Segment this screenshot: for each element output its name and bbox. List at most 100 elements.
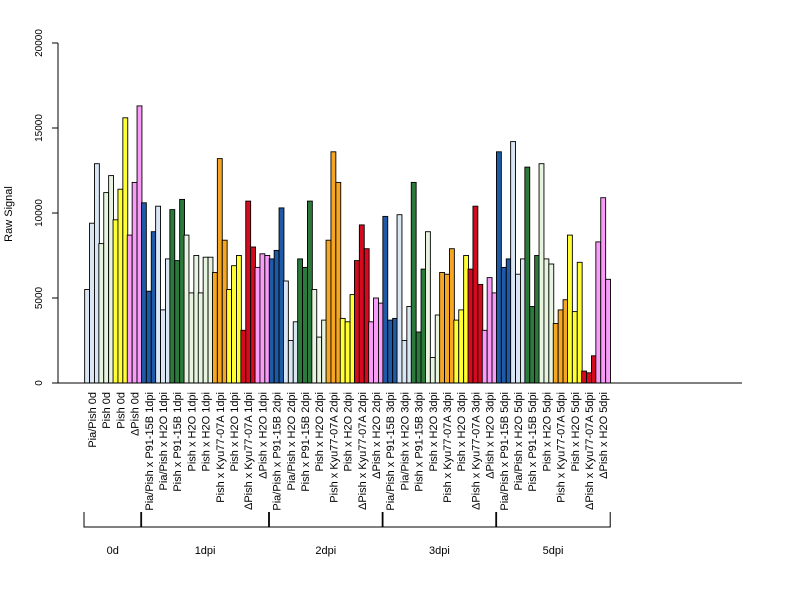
bar-29-rep2 bbox=[486, 277, 493, 384]
bar-24-rep1 bbox=[410, 181, 417, 384]
bar-16-rep2 bbox=[302, 266, 308, 384]
group-label: 1dpi bbox=[195, 545, 216, 557]
bar-28-rep2 bbox=[472, 205, 479, 384]
category-label: Pia/Pish 0d bbox=[87, 392, 99, 448]
y-tick-label: 10000 bbox=[34, 199, 45, 227]
category-label: Pia/Pish x H2O 1dpi bbox=[158, 392, 170, 490]
bar-17-rep1 bbox=[311, 289, 318, 384]
category-label: Pish x Kyu77-07A 3dpi bbox=[442, 392, 454, 503]
bar-7-rep1 bbox=[169, 209, 176, 384]
bar-25-rep1 bbox=[425, 231, 431, 384]
bar-34-rep2 bbox=[557, 309, 564, 384]
bar-3-rep2 bbox=[117, 188, 124, 384]
category-label: Pish 0d bbox=[115, 392, 127, 429]
bar-32-rep2 bbox=[529, 306, 536, 384]
category-label: ΔPish x Kyu77-07A 5dpi bbox=[584, 392, 596, 510]
y-tick-label: 20000 bbox=[34, 29, 45, 57]
category-label: Pish x H2O 1dpi bbox=[201, 392, 213, 471]
category-label: Pish x H2O 5dpi bbox=[570, 392, 582, 471]
bar-27-rep2 bbox=[458, 309, 465, 384]
bar-22-rep2 bbox=[387, 319, 394, 384]
bar-14-rep2 bbox=[273, 249, 280, 384]
category-label: Pish x P91-15B 5dpi bbox=[527, 392, 539, 492]
category-label: Pish x Kyu77-07A 2dpi bbox=[328, 392, 340, 503]
bar-11-rep1 bbox=[226, 289, 232, 384]
bar-34-rep1 bbox=[552, 323, 559, 384]
bar-35-rep3 bbox=[576, 261, 583, 384]
bar-26-rep2 bbox=[444, 273, 450, 384]
category-label: Pia/Pish x P91-15B 3dpi bbox=[385, 392, 397, 511]
category-label: Pish x P91-15B 1dpi bbox=[172, 392, 184, 492]
bar-4-rep1 bbox=[126, 234, 133, 384]
category-label: Pish x H2O 2dpi bbox=[314, 392, 326, 471]
category-label: Pish x H2O 5dpi bbox=[541, 392, 553, 471]
bar-23-rep2 bbox=[401, 340, 408, 384]
category-label: Pish x H2O 3dpi bbox=[428, 392, 440, 471]
bar-14-rep1 bbox=[268, 258, 275, 384]
group-bracket bbox=[495, 512, 611, 528]
category-label: Pish x H2O 1dpi bbox=[186, 392, 198, 471]
group-label: 2dpi bbox=[315, 545, 336, 557]
bar-33-rep2 bbox=[543, 258, 550, 384]
group-bracket bbox=[140, 512, 270, 528]
bar-20-rep1 bbox=[354, 260, 360, 384]
bar-11-rep2 bbox=[231, 265, 237, 384]
category-label: Pish x H2O 2dpi bbox=[343, 392, 355, 471]
bar-1-rep1 bbox=[84, 289, 91, 384]
category-label: ΔPish x H2O 1dpi bbox=[257, 392, 269, 479]
bar-21-rep1 bbox=[368, 321, 374, 384]
bar-15-rep2 bbox=[287, 340, 294, 384]
bar-21-rep2 bbox=[373, 297, 379, 384]
bar-36-rep1 bbox=[581, 370, 588, 384]
bar-2-rep1 bbox=[98, 243, 105, 384]
bar-7-rep2 bbox=[174, 260, 181, 384]
category-label: Pish x P91-15B 3dpi bbox=[414, 392, 426, 492]
bar-19-rep1 bbox=[339, 317, 346, 384]
category-label: ΔPish x H2O 5dpi bbox=[598, 392, 610, 479]
bar-32-rep1 bbox=[524, 166, 531, 384]
category-label: Pish x H2O 1dpi bbox=[229, 392, 241, 471]
bar-8-rep2 bbox=[188, 292, 195, 384]
bar-33-rep1 bbox=[538, 163, 545, 384]
bar-25-rep2 bbox=[429, 357, 436, 384]
category-label: Pish x Kyu77-07A 1dpi bbox=[215, 392, 227, 503]
bar-6-rep1 bbox=[155, 205, 161, 384]
bar-31-rep1 bbox=[510, 141, 516, 384]
bar-37-rep1 bbox=[595, 241, 602, 384]
bar-24-rep2 bbox=[415, 331, 422, 384]
bar-22-rep1 bbox=[382, 215, 389, 384]
bar-30-rep1 bbox=[496, 151, 502, 384]
bar-3-rep1 bbox=[112, 219, 119, 384]
bar-10-rep1 bbox=[211, 272, 218, 384]
category-label: Pia/Pish x P91-15B 2dpi bbox=[272, 392, 284, 511]
bar-18-rep1 bbox=[325, 239, 332, 384]
bar-13-rep2 bbox=[259, 253, 266, 384]
bar-35-rep2 bbox=[571, 311, 578, 384]
category-label: ΔPish x Kyu77-07A 2dpi bbox=[357, 392, 369, 510]
bar-35-rep1 bbox=[567, 234, 573, 384]
bar-12-rep2 bbox=[245, 200, 252, 384]
y-tick-label: 5000 bbox=[34, 286, 45, 309]
group-label: 5dpi bbox=[543, 545, 564, 557]
group-label: 3dpi bbox=[429, 545, 450, 557]
bar-36-rep2 bbox=[586, 372, 592, 384]
group-bracket bbox=[83, 512, 143, 528]
bar-1-rep2 bbox=[89, 222, 95, 384]
category-label: Pish x P91-15B 2dpi bbox=[300, 392, 312, 492]
bar-13-rep1 bbox=[254, 266, 261, 384]
category-label: ΔPish x H2O 2dpi bbox=[371, 392, 383, 479]
group-bracket bbox=[381, 512, 498, 528]
bar-23-rep1 bbox=[396, 214, 403, 384]
category-label: Pish x Kyu77-07A 5dpi bbox=[556, 392, 568, 503]
bar-2-rep2 bbox=[103, 192, 110, 384]
bar-9-rep1 bbox=[197, 292, 204, 384]
bar-5-rep1 bbox=[140, 202, 147, 384]
category-label: Pia/Pish x P91-15B 1dpi bbox=[144, 392, 156, 511]
category-label: Pia/Pish x H2O 2dpi bbox=[286, 392, 298, 490]
bar-19-rep2 bbox=[344, 321, 351, 384]
bar-18-rep2 bbox=[330, 151, 337, 384]
bar-15-rep1 bbox=[283, 280, 289, 384]
bar-29-rep1 bbox=[481, 329, 488, 384]
x-axis-labels: Pia/Pish 0d Pish 0d Pish 0d ΔPish 0d Pia/Pis… bbox=[87, 392, 610, 511]
